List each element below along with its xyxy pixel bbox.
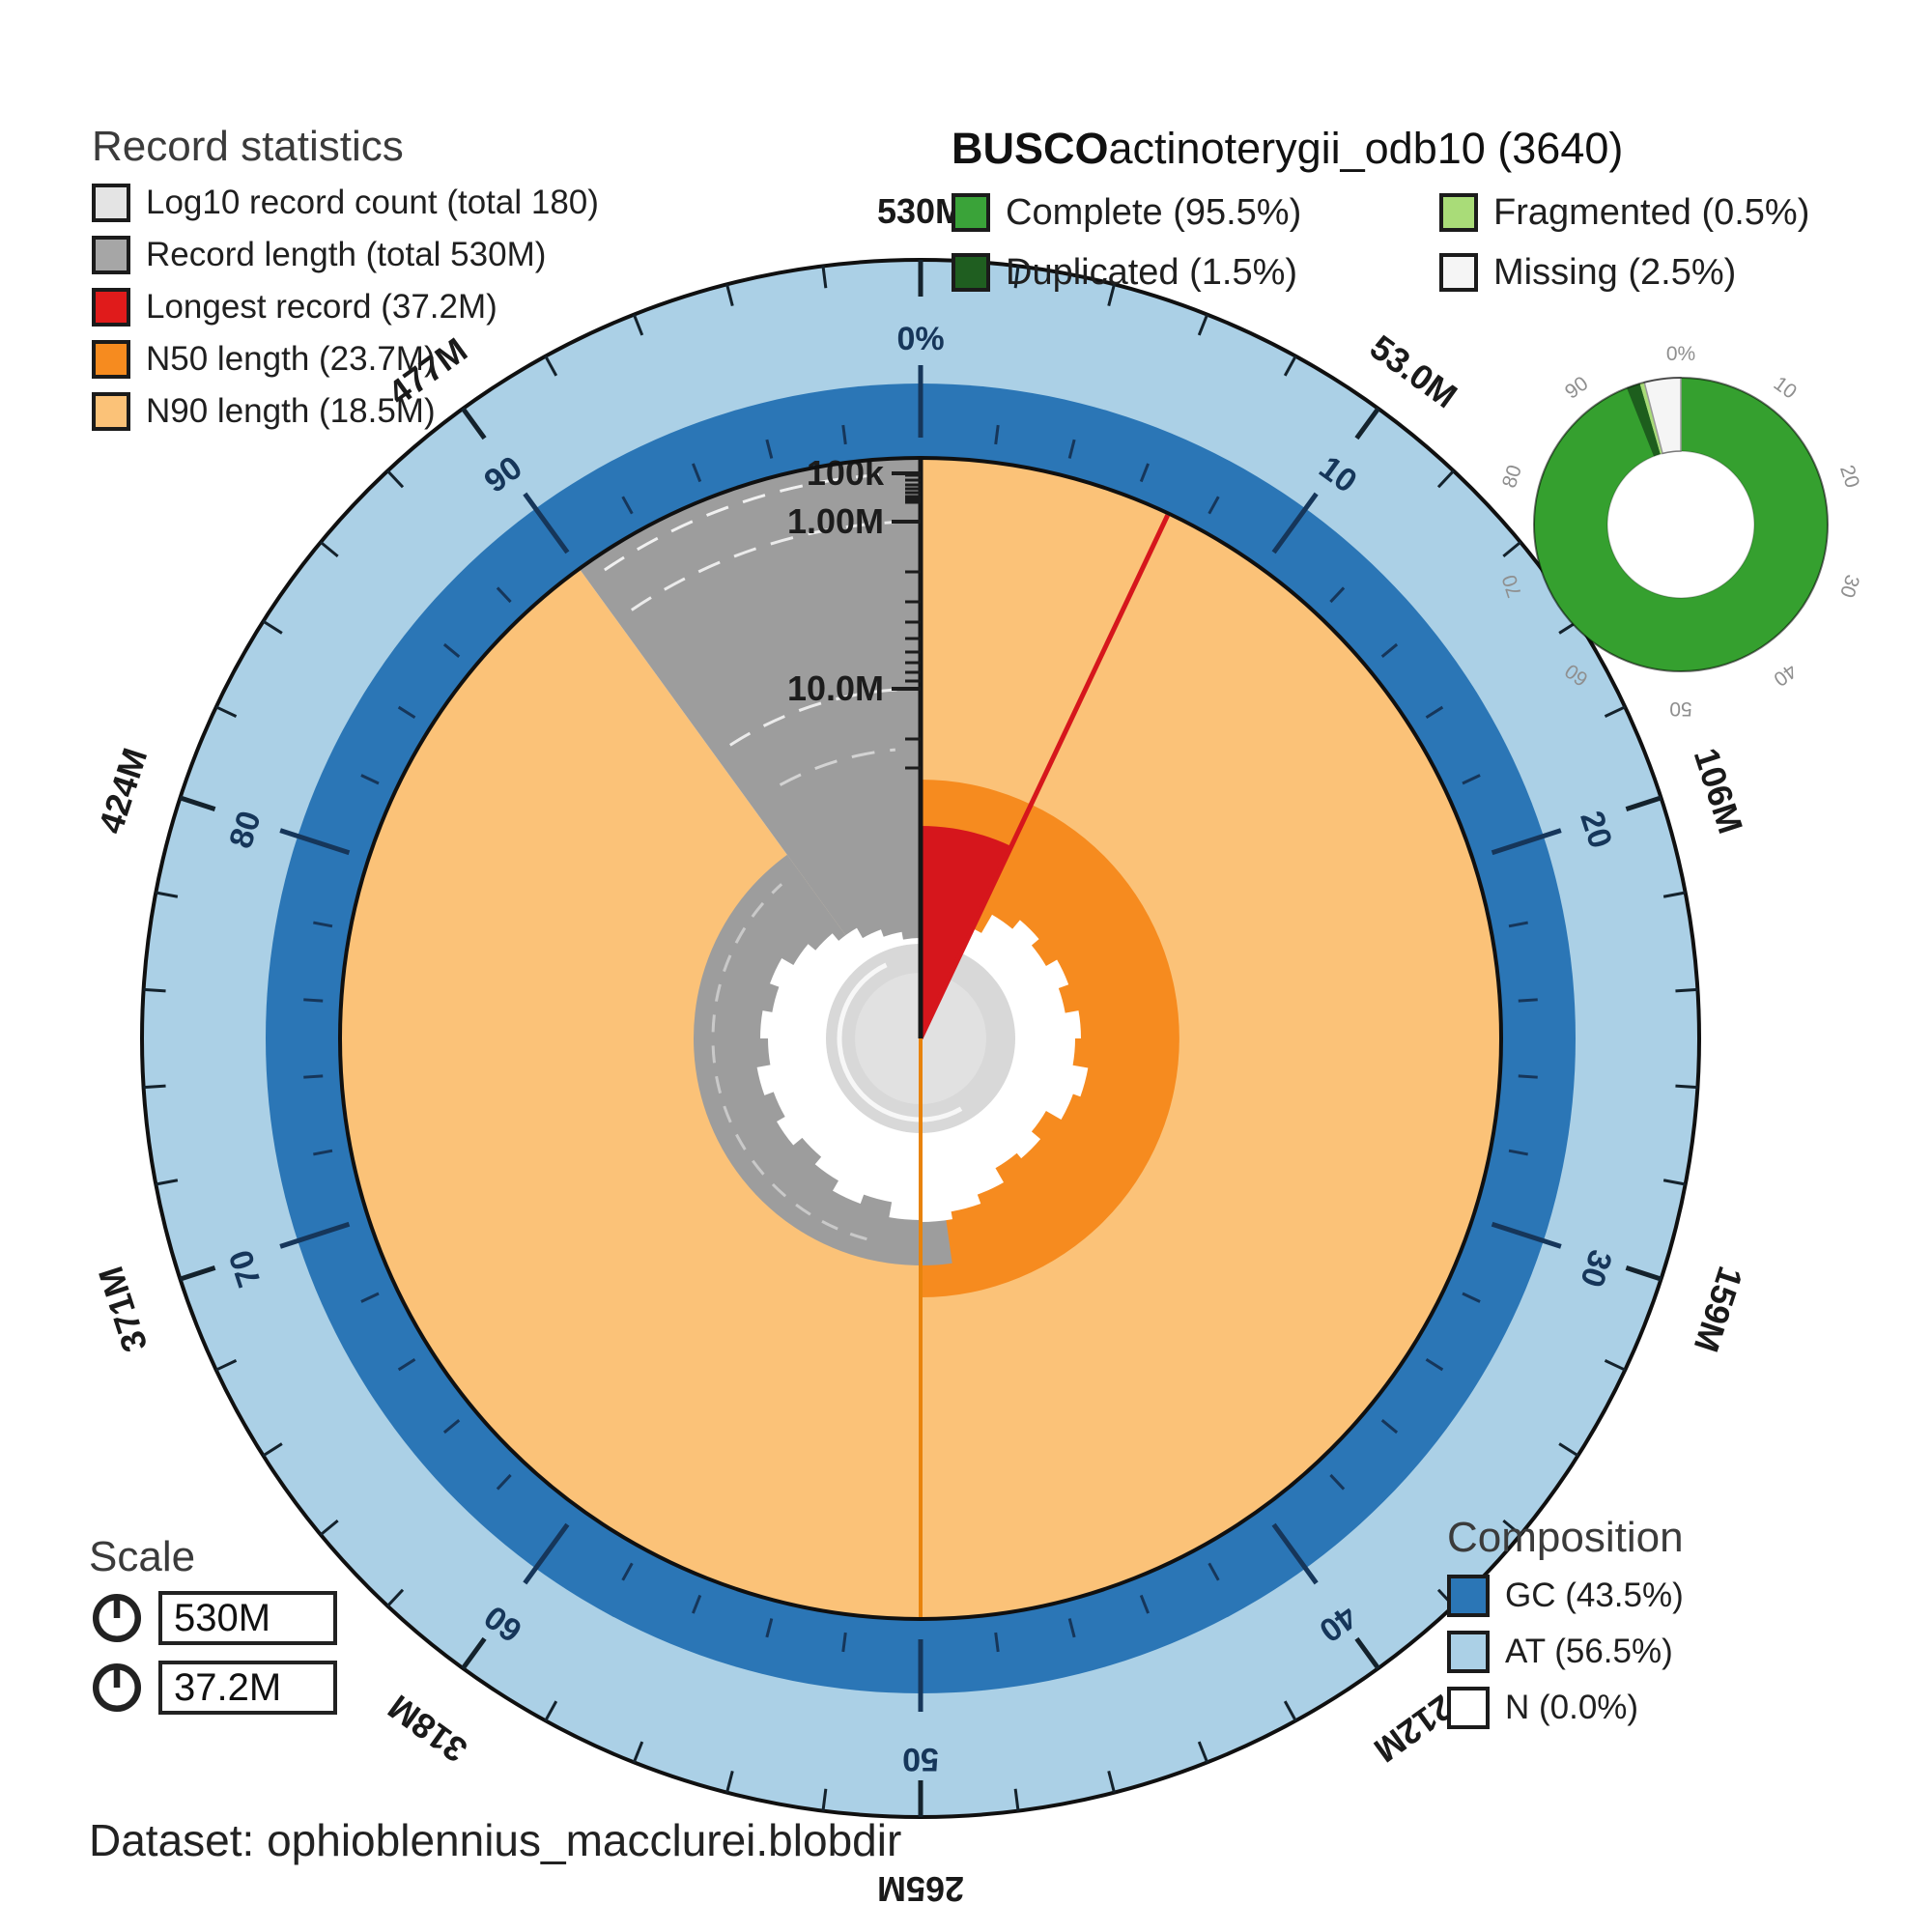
n50-swatch [92,340,130,380]
marker-lines [918,458,1170,1617]
legend-item-n50: N50 length (23.7M) [92,340,599,380]
busco-legend: BUSCOactinoterygii_odb10 (3640) Complete… [952,124,1809,309]
legend-item-n90: N90 length (18.5M) [92,392,599,432]
scale-legend: Scale 530M 37.2M [89,1533,337,1729]
svg-text:50: 50 [1669,697,1691,720]
scale-row-total: 530M [89,1590,337,1646]
legend-label: Duplicated (1.5%) [1006,251,1298,293]
legend-label: Missing (2.5%) [1493,251,1737,293]
clock-icon [92,1663,142,1713]
legend-item-at: AT (56.5%) [1447,1631,1684,1674]
busco-title-bold: BUSCO [952,124,1109,173]
legend-label: Fragmented (0.5%) [1493,191,1810,233]
legend-item-log10-count: Log10 record count (total 180) [92,184,599,223]
legend-item-gc: GC (43.5%) [1447,1575,1684,1618]
duplicated-swatch [952,253,990,292]
scale-row-longest: 37.2M [89,1660,337,1716]
n90-swatch [92,392,130,432]
legend-item-complete: Complete (95.5%) [952,189,1439,236]
plot-inner-outline [338,456,1503,1621]
n-swatch [1447,1687,1490,1730]
busco-legend-grid: Complete (95.5%) Fragmented (0.5%) Dupli… [952,189,1809,309]
svg-text:80: 80 [1498,463,1526,491]
busco-title: BUSCOactinoterygii_odb10 (3640) [952,124,1809,174]
svg-text:10.0M: 10.0M [787,668,884,708]
svg-text:1.00M: 1.00M [787,501,884,541]
legend-item-n: N (0.0%) [1447,1687,1684,1730]
svg-text:90: 90 [1561,372,1592,403]
legend-item-duplicated: Duplicated (1.5%) [952,249,1439,296]
svg-text:53.0M: 53.0M [1363,327,1464,415]
svg-text:318M: 318M [381,1688,474,1771]
clock-icon [92,1594,142,1643]
legend-label: Longest record (37.2M) [146,288,497,327]
svg-text:371M: 371M [91,1262,156,1356]
svg-text:0%: 0% [1666,343,1695,365]
svg-text:159M: 159M [1687,1262,1751,1356]
svg-text:50: 50 [902,1741,939,1777]
legend-item-longest-record: Longest record (37.2M) [92,288,599,327]
legend-label: Record length (total 530M) [146,236,547,274]
at-swatch [1447,1631,1490,1674]
longest-record-swatch [92,288,130,327]
legend-label: GC (43.5%) [1505,1577,1684,1615]
legend-item-fragmented: Fragmented (0.5%) [1439,189,1809,236]
legend-item-missing: Missing (2.5%) [1439,249,1809,296]
legend-label: AT (56.5%) [1505,1633,1673,1671]
legend-label: N90 length (18.5M) [146,392,436,431]
fragmented-swatch [1439,193,1478,232]
scale-total-value[interactable]: 530M [158,1591,337,1646]
svg-text:40: 40 [1770,659,1801,690]
svg-text:20: 20 [1835,463,1863,491]
record-statistics-legend: Record statistics Log10 record count (to… [92,123,599,444]
busco-title-lineage: actinoterygii_odb10 (3640) [1108,124,1624,173]
legend-label: N50 length (23.7M) [146,340,436,379]
gc-swatch [1447,1575,1490,1618]
record-statistics-heading: Record statistics [92,123,404,170]
svg-text:530M: 530M [877,191,964,231]
composition-legend: Composition GC (43.5%) AT (56.5%) N (0.0… [1447,1514,1684,1743]
legend-label: N (0.0%) [1505,1689,1639,1727]
missing-swatch [1439,253,1478,292]
svg-text:30: 30 [1835,572,1863,600]
legend-label: Complete (95.5%) [1006,191,1302,233]
log10-count-swatch [92,184,130,223]
circular-ticks [143,260,1698,1817]
scale-heading: Scale [89,1533,196,1580]
svg-text:265M: 265M [877,1869,964,1909]
scale-longest-value[interactable]: 37.2M [158,1661,337,1716]
composition-heading: Composition [1447,1514,1684,1561]
dataset-label: Dataset: ophioblennius_macclurei.blobdir [89,1815,902,1865]
complete-swatch [952,193,990,232]
svg-text:424M: 424M [91,743,156,838]
svg-text:10: 10 [1770,372,1801,403]
svg-text:106M: 106M [1687,743,1751,838]
legend-item-record-length: Record length (total 530M) [92,236,599,275]
svg-text:0%: 0% [896,321,944,357]
record-length-swatch [92,236,130,275]
legend-label: Log10 record count (total 180) [146,184,599,222]
